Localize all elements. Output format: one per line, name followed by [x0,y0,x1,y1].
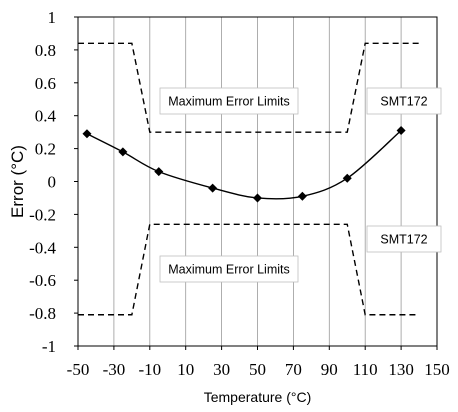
x-tick-label: -10 [138,360,161,379]
data-point-marker [396,126,406,136]
y-axis-label: Error (°C) [8,145,27,218]
annotation-box: Maximum Error Limits [159,87,299,115]
y-tick-label: 0.8 [35,41,56,60]
y-tick-label: -0.4 [29,238,56,257]
data-point-marker [118,147,128,157]
x-tick-label: 30 [213,360,230,379]
annotation-box: SMT172 [366,87,442,115]
smt172-curve [86,129,402,200]
x-tick-label: 10 [177,360,194,379]
x-tick-label: 130 [388,360,414,379]
data-point-marker [208,183,218,193]
x-tick-label: 150 [424,360,450,379]
data-point-marker [297,191,307,201]
x-axis-label: Temperature (°C) [204,389,312,405]
x-tick-label: 70 [285,360,302,379]
y-tick-label: -0.8 [29,304,56,323]
x-tick-labels: -50 -30 -10 10 30 50 70 90 110 130 150 [67,360,450,379]
annotation-box-bg [366,225,442,253]
annotations: Maximum Error Limits SMT172 SMT172 Maximum … [159,87,442,283]
y-tick-label: -1 [42,337,56,356]
x-tick-label: 50 [249,360,266,379]
annotation-box-bg [366,87,442,115]
annotation-label: Maximum Error Limits [168,263,290,277]
annotation-box: Maximum Error Limits [159,255,299,283]
data-point-marker [253,193,262,203]
x-tick-label: -30 [103,360,126,379]
y-tick-label: 0 [48,173,57,192]
y-tick-label: 0.2 [35,140,56,159]
annotation-label: SMT172 [380,95,427,109]
y-tick-label: 1 [48,8,57,27]
y-tick-label: 0.4 [35,107,57,126]
y-tick-label: -0.6 [29,271,56,290]
x-tick-label: 110 [353,360,378,379]
x-tick-label: 90 [321,360,338,379]
data-point-marker [342,173,352,183]
annotation-label: SMT172 [380,233,427,247]
annotation-box-bg [159,87,299,115]
data-point-marker [154,167,164,177]
y-tick-label: -0.2 [29,205,56,224]
y-tick-label: 0.6 [35,74,56,93]
limit-line [78,42,420,133]
data-markers [82,126,406,203]
axes [74,16,438,350]
limit-line [78,223,420,316]
grid-lines [113,17,402,346]
y-tick-labels: -1 -0.8 -0.6 -0.4 -0.2 0 0.2 0.4 0.6 0.8 1 [29,8,56,356]
annotation-box-bg [159,255,299,283]
annotation-box: SMT172 [366,225,442,253]
x-tick-label: -50 [67,360,90,379]
data-point-marker [82,129,92,139]
annotation-label: Maximum Error Limits [168,95,290,109]
